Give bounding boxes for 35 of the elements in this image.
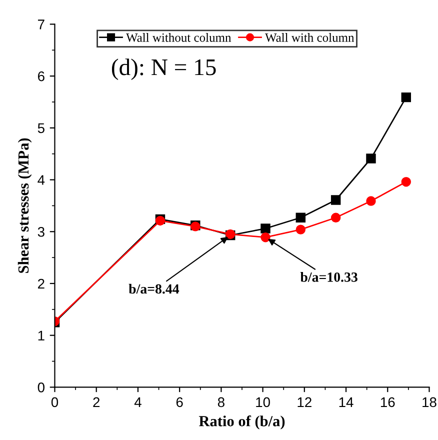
annotation: b/a=10.33 xyxy=(300,272,358,282)
annotation: b/a=8.44 xyxy=(128,284,180,294)
point xyxy=(296,224,306,234)
x-axis-title: Ratio of (b/a) xyxy=(198,415,285,430)
point xyxy=(401,176,412,187)
y-axis-title: Shear stresses (MPa) xyxy=(18,138,32,273)
x-tick-label: 12 xyxy=(298,397,312,407)
x-tick-label: 4 xyxy=(134,397,142,407)
x-tick-label: 8 xyxy=(218,397,224,408)
x-tick-label: 16 xyxy=(380,397,395,408)
annotation: (d): N = 15 xyxy=(112,58,216,80)
point xyxy=(260,224,270,234)
y-tick-label: 2 xyxy=(38,278,44,289)
point xyxy=(401,92,412,102)
point xyxy=(366,154,376,164)
x-tick-label: 18 xyxy=(422,397,436,408)
point xyxy=(330,195,341,205)
y-tick-label: 1 xyxy=(38,330,44,340)
legend-label: Wall with column xyxy=(265,33,354,42)
x-tick-label: 10 xyxy=(256,397,270,408)
point xyxy=(296,212,306,222)
y-tick-label: 3 xyxy=(38,226,44,237)
y-tick-label: 0 xyxy=(38,382,44,392)
y-tick-label: 6 xyxy=(38,71,44,82)
x-tick-label: 0 xyxy=(51,397,58,408)
x-tick-label: 6 xyxy=(176,397,183,408)
point xyxy=(260,232,270,242)
point xyxy=(366,196,376,206)
y-tick-label: 4 xyxy=(38,175,45,185)
x-tick-label: 2 xyxy=(93,397,100,407)
y-tick-label: 7 xyxy=(38,20,44,30)
x-tick-label: 14 xyxy=(339,397,354,407)
legend-label: Wall without column xyxy=(126,33,232,42)
y-tick-label: 5 xyxy=(38,123,44,134)
point xyxy=(330,212,341,222)
